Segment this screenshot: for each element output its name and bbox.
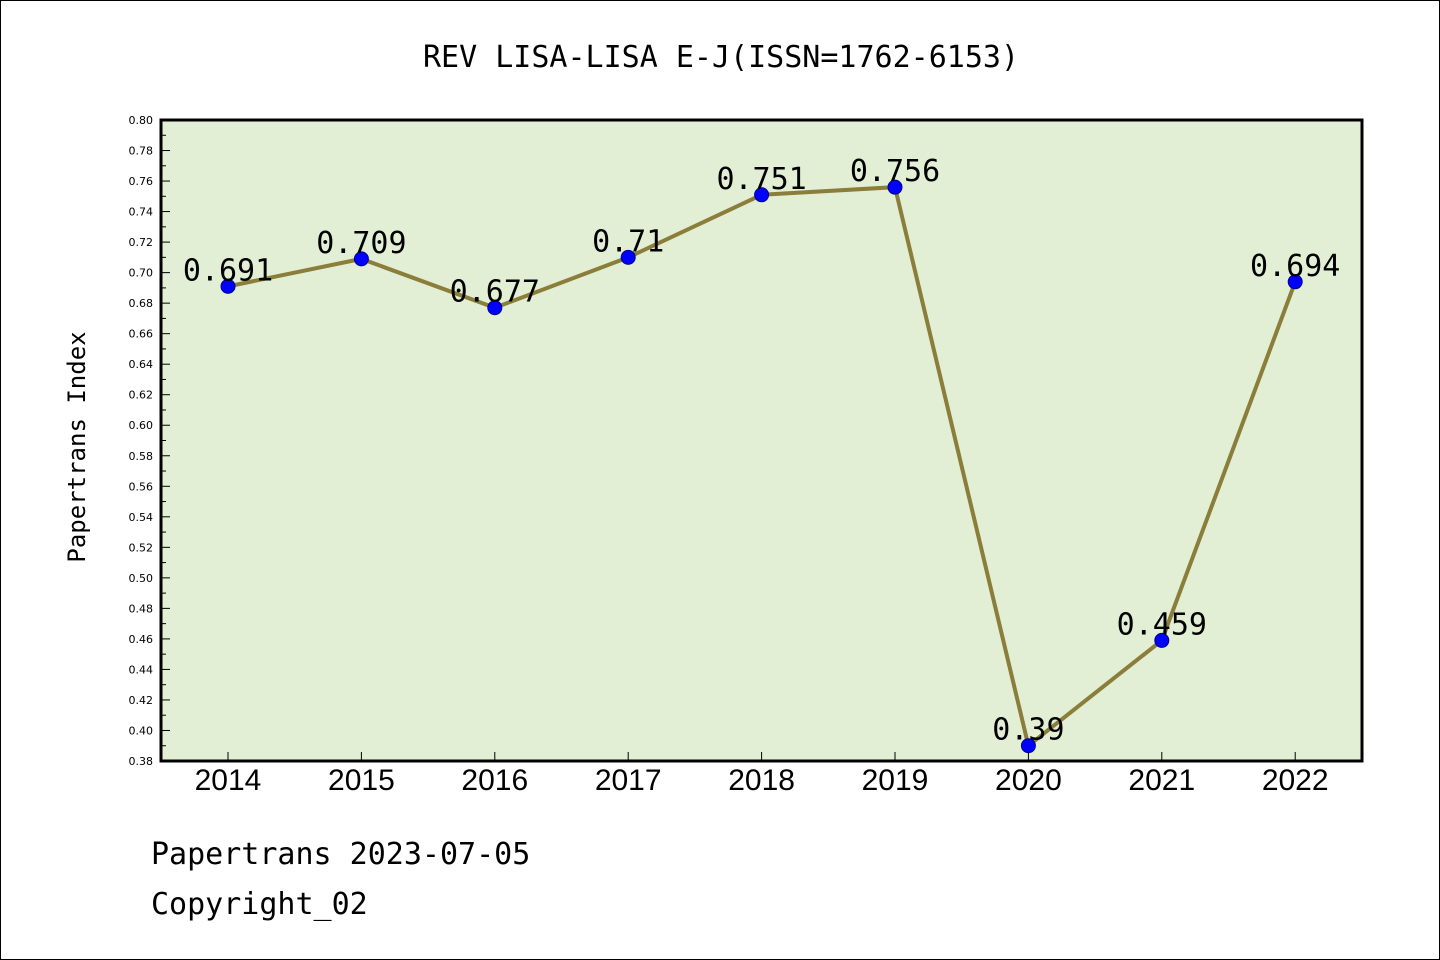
x-tick-label: 2019 <box>862 764 929 797</box>
data-point <box>220 278 236 294</box>
chart-title: REV LISA-LISA E-J(ISSN=1762-6153) <box>423 40 1019 75</box>
data-point <box>620 249 636 265</box>
y-tick-label: 0.42 <box>129 694 154 707</box>
x-tick-label: 2016 <box>461 764 528 797</box>
y-tick-label: 0.68 <box>129 297 154 310</box>
data-point <box>353 251 369 267</box>
data-label: 0.691 <box>183 253 273 288</box>
y-tick-label: 0.40 <box>129 724 154 737</box>
x-tick-label: 2015 <box>328 764 395 797</box>
data-point <box>487 300 503 316</box>
y-tick-label: 0.38 <box>129 755 154 768</box>
x-tick-label: 2020 <box>995 764 1062 797</box>
y-tick-label: 0.44 <box>129 663 154 676</box>
y-tick-label: 0.48 <box>129 602 154 615</box>
data-label: 0.459 <box>1117 607 1207 642</box>
data-label: 0.694 <box>1250 249 1340 284</box>
data-point <box>754 187 770 203</box>
x-axis: 2014 2015 2016 2017 2018 2019 2020 2021 2022 <box>195 752 1329 797</box>
y-tick-label: 0.62 <box>129 389 154 402</box>
y-tick-label: 0.76 <box>129 175 154 188</box>
y-tick-label: 0.50 <box>129 572 154 585</box>
y-tick-label: 0.56 <box>129 480 154 493</box>
data-label: 0.71 <box>592 224 664 259</box>
y-tick-label: 0.52 <box>129 541 154 554</box>
y-tick-label: 0.46 <box>129 633 154 646</box>
x-tick-label: 2018 <box>728 764 795 797</box>
data-point <box>1020 738 1036 754</box>
y-tick-label: 0.74 <box>129 206 154 219</box>
y-tick-label: 0.70 <box>129 267 154 280</box>
y-tick-label: 0.60 <box>129 419 154 432</box>
x-tick-label: 2014 <box>195 764 262 797</box>
y-tick-label: 0.72 <box>129 236 154 249</box>
y-axis-label: Papertrans Index <box>63 331 91 562</box>
data-point <box>1287 274 1303 290</box>
data-label: 0.756 <box>850 154 940 189</box>
y-tick-label: 0.58 <box>129 450 154 463</box>
x-tick-label: 2022 <box>1262 764 1329 797</box>
y-axis: 0.38 0.40 0.42 0.44 0.46 0.48 0.50 0.52 0.54 0.56… <box>129 114 170 768</box>
y-tick-label: 0.78 <box>129 145 154 158</box>
series-layer: 0.691 0.709 0.677 0.71 0.751 0.756 0.39 0.459 0.… <box>183 154 1340 754</box>
data-point <box>1154 632 1170 648</box>
data-label: 0.677 <box>450 275 540 310</box>
y-tick-label: 0.80 <box>129 114 154 127</box>
data-label: 0.751 <box>716 162 806 197</box>
x-tick-label: 2017 <box>595 764 662 797</box>
footer-copyright: Copyright_02 <box>151 887 368 922</box>
data-label: 0.39 <box>992 713 1064 748</box>
y-tick-label: 0.64 <box>129 358 154 371</box>
y-tick-label: 0.66 <box>129 328 154 341</box>
x-tick-label: 2021 <box>1128 764 1195 797</box>
footer-date: Papertrans 2023-07-05 <box>151 837 531 872</box>
data-label: 0.709 <box>316 226 406 261</box>
data-point <box>887 179 903 195</box>
y-tick-label: 0.54 <box>129 511 154 524</box>
plot-area <box>159 118 1364 763</box>
